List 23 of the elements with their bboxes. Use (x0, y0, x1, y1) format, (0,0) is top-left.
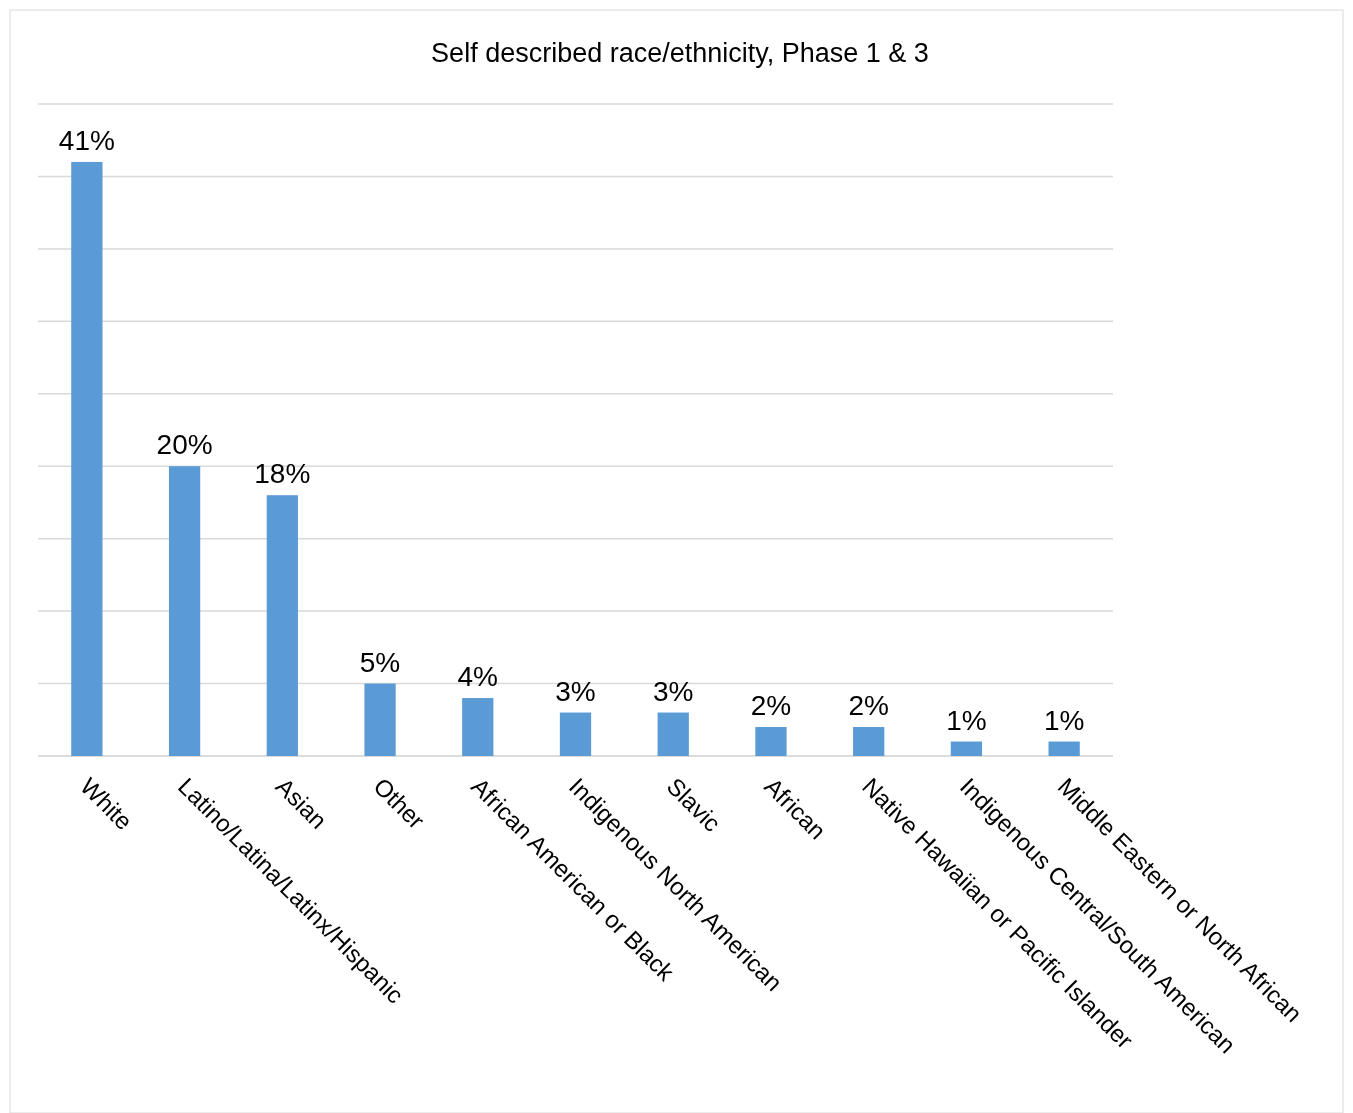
bar (462, 698, 494, 756)
bar (266, 495, 298, 756)
bar (364, 683, 396, 756)
bar (950, 741, 983, 756)
data-label: 4% (457, 661, 499, 693)
data-label: 2% (750, 690, 792, 722)
data-label: 2% (848, 690, 889, 722)
bar (71, 161, 103, 756)
data-label: 41% (58, 124, 115, 156)
bar (559, 712, 592, 756)
data-label: 18% (254, 458, 311, 490)
data-label: 1% (1043, 704, 1085, 736)
bar (657, 712, 689, 756)
bar (1048, 741, 1080, 756)
data-label: 20% (156, 429, 213, 461)
data-label: 1% (946, 704, 987, 736)
data-label: 3% (652, 675, 694, 707)
bar (755, 727, 787, 756)
data-label: 5% (359, 646, 401, 678)
data-label: 3% (555, 675, 596, 707)
chart-title: Self described race/ethnicity, Phase 1 & 3 (431, 38, 929, 68)
bar (168, 466, 201, 756)
bar (853, 727, 885, 756)
